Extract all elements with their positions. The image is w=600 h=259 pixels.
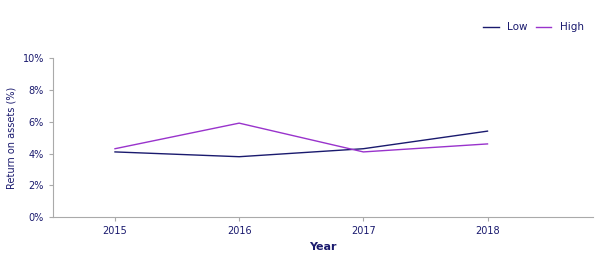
Y-axis label: Return on assets (%): Return on assets (%) (7, 87, 17, 189)
X-axis label: Year: Year (309, 242, 337, 252)
Legend: Low, High: Low, High (479, 18, 588, 36)
